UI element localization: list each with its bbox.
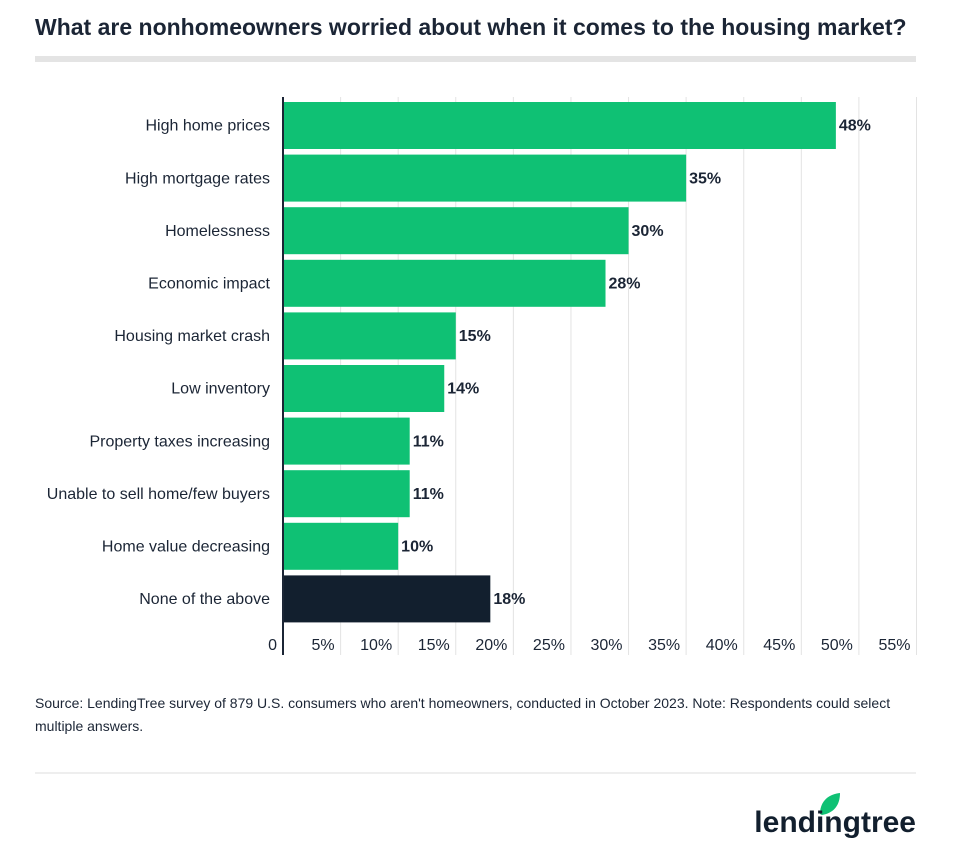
- bar: [283, 154, 687, 202]
- y-tick-label: Low inventory: [171, 381, 270, 398]
- x-tick-label: 40%: [706, 637, 738, 654]
- bar: [283, 312, 456, 360]
- y-tick-label: Home value decreasing: [102, 539, 270, 556]
- y-tick-label: None of the above: [139, 591, 270, 608]
- bar: [283, 575, 491, 623]
- y-tick-label: Homelessness: [165, 223, 270, 240]
- bar: [283, 417, 410, 465]
- y-tick-label: Housing market crash: [114, 328, 270, 345]
- logo: lendingtree: [754, 806, 916, 839]
- y-tick-label: High mortgage rates: [125, 170, 270, 187]
- x-tick-label: 50%: [821, 637, 853, 654]
- bar: [283, 259, 606, 307]
- y-tick-label: Unable to sell home/few buyers: [47, 486, 270, 503]
- y-tick-label: Economic impact: [148, 276, 270, 293]
- value-label: 48%: [839, 118, 871, 135]
- x-tick-label: 35%: [648, 637, 680, 654]
- x-tick-label: 55%: [878, 637, 910, 654]
- bar: [283, 470, 410, 518]
- title-rule: [35, 56, 916, 62]
- value-label: 10%: [401, 539, 433, 556]
- value-label: 15%: [459, 328, 491, 345]
- value-label: 18%: [493, 591, 525, 608]
- bar: [283, 365, 445, 412]
- x-tick-label: 10%: [360, 637, 392, 654]
- x-tick-label: 30%: [591, 637, 623, 654]
- y-tick-label: High home prices: [146, 118, 271, 135]
- x-tick-label: 20%: [475, 637, 507, 654]
- value-label: 28%: [609, 276, 641, 293]
- bar: [283, 522, 399, 570]
- bar: [283, 207, 629, 255]
- value-label: 14%: [447, 381, 479, 398]
- value-label: 35%: [689, 170, 721, 187]
- value-label: 30%: [632, 223, 664, 240]
- value-label: 11%: [413, 433, 444, 450]
- value-label: 11%: [413, 486, 444, 503]
- source-note: Source: LendingTree survey of 879 U.S. c…: [35, 695, 891, 734]
- x-tick-label: 25%: [533, 637, 565, 654]
- x-tick-label: 15%: [418, 637, 450, 654]
- logo-leaf: [820, 793, 840, 815]
- chart-title: What are nonhomeowners worried about whe…: [35, 14, 907, 40]
- x-tick-label: 5%: [311, 637, 334, 654]
- bar: [283, 102, 836, 149]
- x-tick-label: 0: [268, 637, 277, 654]
- x-tick-label: 45%: [763, 637, 795, 654]
- y-tick-label: Property taxes increasing: [89, 433, 270, 450]
